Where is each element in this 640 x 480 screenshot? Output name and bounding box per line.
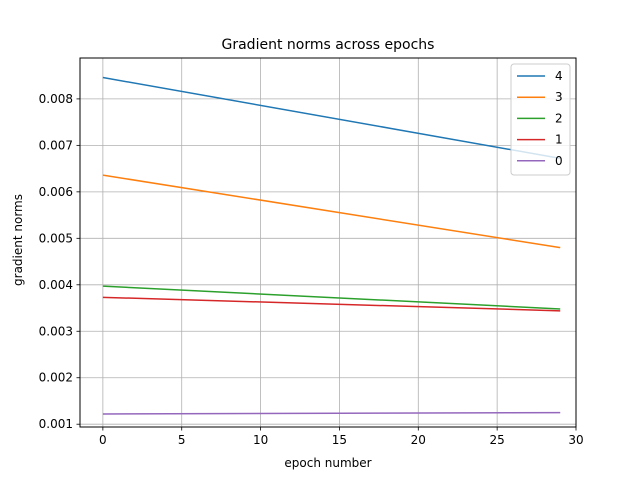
y-ticks: 0.001 0.002 0.003 0.004 0.005 0.006 0.007 0.008 bbox=[39, 92, 80, 431]
y-tick-label: 0.005 bbox=[39, 231, 73, 245]
y-tick-label: 0.002 bbox=[39, 371, 73, 385]
y-tick-label: 0.003 bbox=[39, 324, 73, 338]
series-line-2 bbox=[102, 285, 561, 310]
series-line-4 bbox=[102, 76, 561, 160]
chart-title: Gradient norms across epochs bbox=[222, 37, 435, 53]
series-lines bbox=[102, 76, 561, 415]
legend-label-1: 1 bbox=[555, 133, 563, 147]
y-tick-label: 0.006 bbox=[39, 185, 73, 199]
x-axis-label: epoch number bbox=[284, 456, 371, 470]
x-tick-label: 20 bbox=[411, 433, 426, 447]
legend-label-3: 3 bbox=[555, 90, 563, 104]
y-tick-label: 0.001 bbox=[39, 417, 73, 431]
legend-box bbox=[510, 63, 571, 176]
y-tick-label: 0.008 bbox=[39, 92, 73, 106]
x-tick-label: 25 bbox=[490, 433, 505, 447]
y-axis-label: gradient norms bbox=[11, 194, 25, 286]
grid bbox=[80, 58, 577, 427]
x-tick-label: 5 bbox=[178, 433, 186, 447]
x-tick-label: 30 bbox=[568, 433, 583, 447]
series-line-0 bbox=[102, 411, 561, 415]
x-tick-label: 15 bbox=[332, 433, 347, 447]
legend-label-0: 0 bbox=[555, 154, 563, 168]
legend-label-2: 2 bbox=[555, 111, 563, 125]
x-tick-label: 0 bbox=[99, 433, 107, 447]
plot-frame bbox=[79, 57, 577, 428]
y-tick-label: 0.004 bbox=[39, 278, 73, 292]
series-line-3 bbox=[102, 174, 561, 249]
y-tick-label: 0.007 bbox=[39, 138, 73, 152]
x-ticks: 0 5 10 15 20 25 30 bbox=[99, 427, 584, 447]
x-tick-label: 10 bbox=[253, 433, 268, 447]
legend-label-4: 4 bbox=[555, 69, 563, 83]
series-line-1 bbox=[102, 296, 561, 312]
legend: 4 3 2 1 0 bbox=[510, 63, 571, 176]
